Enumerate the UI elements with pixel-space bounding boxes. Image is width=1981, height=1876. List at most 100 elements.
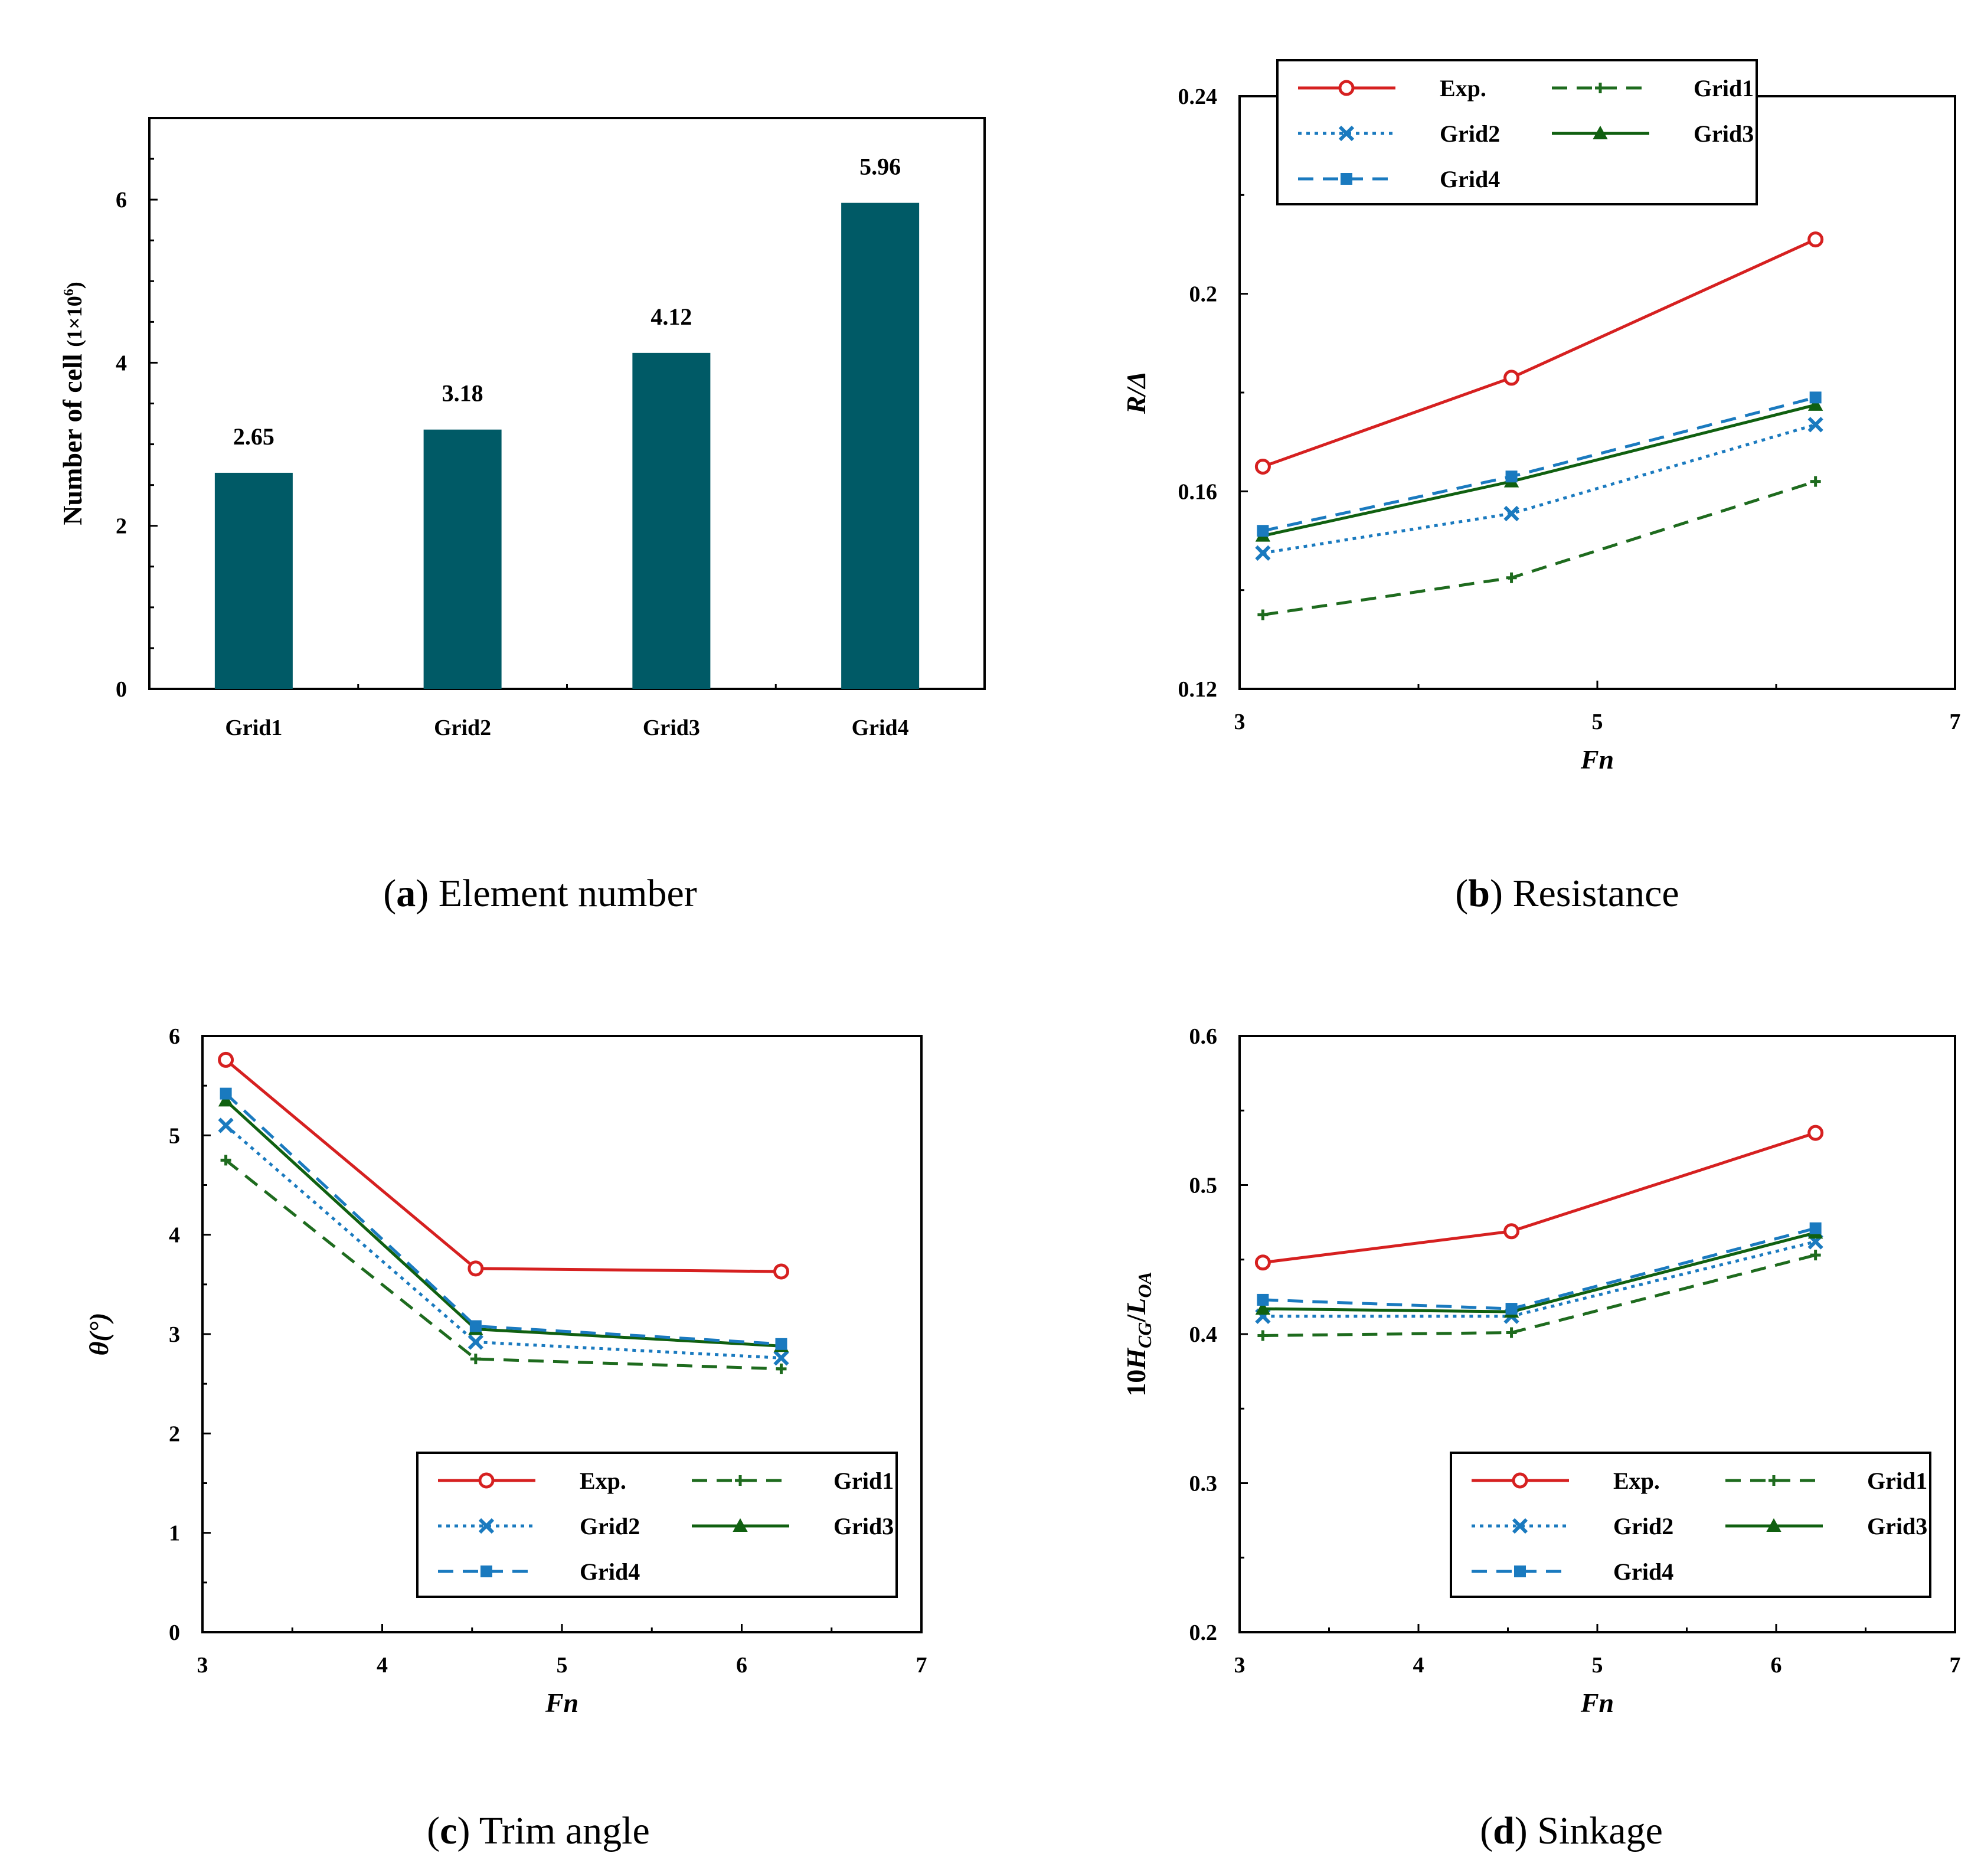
point-exp	[773, 1263, 789, 1280]
panel-d-sinkage: 0.2 0.3 0.4 0.5 0.6 3 4 5 6 7 Fn 10HCG/LOA Exp. Grid1…	[1121, 1024, 1961, 1852]
legend-label-exp: Exp.	[580, 1468, 626, 1494]
y-tick-label: 3	[169, 1322, 180, 1347]
x-tick-label: 7	[916, 1653, 927, 1678]
legend-label-grid3: Grid3	[833, 1513, 894, 1540]
bar-grid3	[632, 352, 711, 689]
legend-label-grid3: Grid3	[1867, 1513, 1927, 1540]
x-tick-label: 5	[1592, 710, 1603, 734]
legend-label-grid2: Grid2	[1613, 1513, 1673, 1540]
legend-label-grid1: Grid1	[1867, 1468, 1927, 1494]
legend-marker-exp	[478, 1472, 495, 1489]
x-axis-title: Fn	[1580, 1688, 1614, 1718]
legend-label-grid4: Grid4	[1613, 1558, 1673, 1585]
point-grid4	[1257, 1293, 1269, 1306]
point-grid4	[1257, 525, 1269, 537]
x-axis-title: Fn	[1580, 744, 1614, 774]
legend-marker-grid3	[1593, 125, 1608, 139]
point-grid1	[1810, 476, 1821, 487]
bar-value-label: 3.18	[442, 380, 483, 407]
bar-grid2	[423, 429, 502, 689]
point-grid2	[1255, 545, 1271, 561]
x-tick-label: 5	[557, 1653, 568, 1678]
point-grid4	[469, 1320, 482, 1332]
panel-b-resistance: 0.12 0.16 0.2 0.24 3 5 7 Fn R/Δ Exp. Grid1 Grid2 Gri…	[1121, 59, 1961, 915]
y-axis-title: R/Δ	[1121, 371, 1151, 414]
legend-label-grid2: Grid2	[1440, 120, 1500, 147]
point-grid4	[1809, 391, 1822, 404]
y-tick-label: 2	[116, 514, 127, 539]
point-grid4	[1505, 1303, 1518, 1315]
y-axis-title: θ(°)	[84, 1313, 114, 1356]
y-tick-label: 0.6	[1189, 1024, 1218, 1049]
legend-marker-grid1	[1595, 83, 1606, 93]
point-grid3	[1255, 1300, 1271, 1315]
legend-marker-grid1	[735, 1475, 746, 1486]
point-grid1	[1506, 1327, 1517, 1338]
point-grid3	[1807, 397, 1823, 411]
legend-label-grid1: Grid1	[1694, 75, 1754, 102]
bar-value-label: 4.12	[650, 303, 692, 330]
y-tick-label: 0.4	[1189, 1322, 1218, 1347]
y-tick-label: 0.5	[1189, 1174, 1218, 1198]
bar-grid1	[214, 472, 293, 689]
point-grid1	[1810, 1250, 1821, 1261]
y-axis-title: 10HCG/LOA	[1121, 1272, 1155, 1397]
point-grid1	[470, 1354, 481, 1365]
point-grid4	[220, 1087, 232, 1100]
y-tick-label: 4	[116, 351, 127, 375]
legend-label-grid3: Grid3	[1694, 120, 1754, 147]
point-grid2	[773, 1350, 789, 1366]
legend-label-grid2: Grid2	[580, 1513, 640, 1540]
legend-marker-grid4	[1341, 173, 1352, 185]
y-tick-label: 6	[116, 188, 127, 213]
bar-value-label: 2.65	[233, 423, 274, 450]
y-tick-label: 0.2	[1189, 1620, 1218, 1645]
x-tick-label: 6	[1771, 1653, 1782, 1678]
y-tick-label: 0.24	[1178, 84, 1218, 109]
x-tick-label: 5	[1592, 1653, 1603, 1678]
point-grid1	[220, 1155, 231, 1166]
y-tick-label: 0.2	[1189, 282, 1218, 307]
legend-marker-grid2	[1338, 125, 1355, 142]
series-line-grid2	[1262, 423, 1816, 555]
legend-marker-grid4	[1514, 1565, 1526, 1577]
legend-label-grid4: Grid4	[1440, 166, 1500, 192]
legend-marker-grid1	[1768, 1475, 1779, 1486]
panel-a-element-number: 0 2 4 6 2.65 Grid1 3.18 Grid2 4.12 Grid3 5.96 Grid4…	[57, 117, 986, 915]
panel-caption-d: (d) Sinkage	[1480, 1809, 1663, 1852]
point-grid1	[776, 1363, 787, 1374]
x-tick-label: 6	[736, 1653, 747, 1678]
panel-caption-a: (a) Element number	[383, 872, 697, 915]
y-tick-label: 5	[169, 1123, 180, 1148]
y-tick-label: 0	[116, 677, 127, 702]
point-grid1	[1257, 609, 1269, 620]
y-tick-label: 6	[169, 1024, 180, 1049]
series-line-grid4	[224, 1092, 782, 1346]
point-grid4	[775, 1338, 787, 1350]
series-line-grid1	[225, 1159, 782, 1371]
x-tick-label: 3	[197, 1653, 208, 1678]
point-grid1	[1257, 1330, 1269, 1341]
legend-marker-grid2	[478, 1518, 495, 1534]
x-tick-label: 4	[1413, 1653, 1424, 1678]
point-grid4	[1809, 1222, 1822, 1234]
y-tick-label: 0.3	[1189, 1472, 1218, 1496]
point-grid2	[1503, 505, 1519, 522]
y-tick-label: 4	[169, 1223, 180, 1248]
point-exp	[1807, 231, 1824, 248]
legend-marker-exp	[1512, 1472, 1528, 1489]
y-tick-label: 1	[169, 1521, 180, 1546]
point-exp	[468, 1260, 484, 1277]
x-tick-label: 3	[1234, 710, 1246, 734]
legend-marker-grid2	[1512, 1518, 1528, 1534]
x-tick-label: Grid1	[225, 715, 282, 740]
legend-marker-grid3	[733, 1518, 748, 1532]
point-exp	[218, 1051, 234, 1068]
point-grid2	[218, 1117, 234, 1133]
y-tick-label: 0.16	[1178, 479, 1218, 504]
point-grid2	[468, 1334, 483, 1350]
legend-label-grid1: Grid1	[833, 1468, 894, 1494]
legend-label-grid4: Grid4	[580, 1558, 640, 1585]
point-exp	[1503, 1223, 1520, 1240]
